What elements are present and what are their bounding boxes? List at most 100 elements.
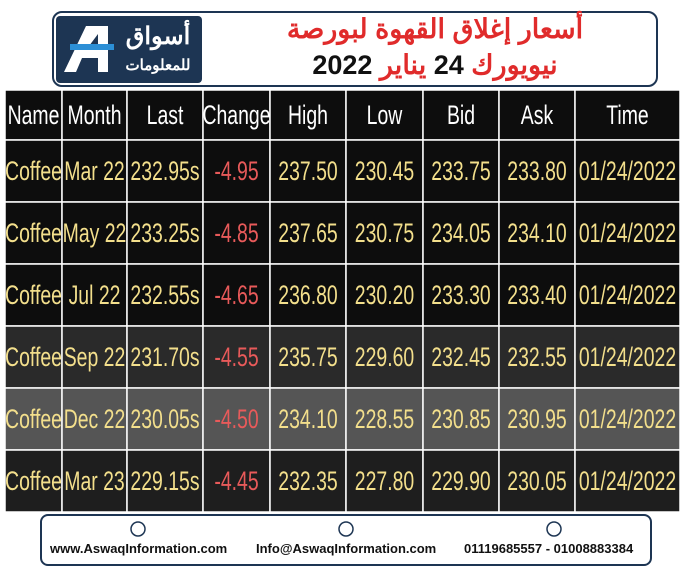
cell-text: -4.50 [214,404,258,434]
cell-text: 233.75 [431,156,490,186]
cell [498,263,576,327]
cell-text: 233.30 [431,280,490,310]
column-header: Ask [521,100,554,130]
cell [269,139,347,203]
cell-text: 230.45 [355,156,414,186]
website: www.AswaqInformation.com [50,541,228,556]
cell-text: 230.85 [431,404,490,434]
cell [422,387,500,451]
cell-text: Coffee [5,466,62,496]
cell-text: 01/24/2022 [579,466,676,496]
logo-line1: أسواق [125,23,191,50]
cell-text: 01/24/2022 [579,156,676,186]
cell-text: 235.75 [278,342,337,372]
cell [574,89,681,141]
cell-text: Mar 23 [64,466,124,496]
cell-text: 230.20 [355,280,414,310]
logo-line2: للمعلومات [125,57,191,74]
cell [269,449,347,512]
cell-text: 236.80 [278,280,337,310]
cell [4,325,63,389]
cell-text: -4.65 [214,280,258,310]
cell [574,387,681,451]
cell-text: 230.95 [507,404,566,434]
cell-text: Coffee [5,280,62,310]
cell [345,325,424,389]
cell-text: 01/24/2022 [579,404,676,434]
cell-text: Coffee [5,404,62,434]
footer-icons [130,521,562,537]
cell [126,325,204,389]
cell-text: 01/24/2022 [579,218,676,248]
title-part: نيويورك [471,50,558,80]
cell-text: Coffee [5,342,62,372]
cell [498,449,576,512]
column-header: Change [202,100,270,130]
phones: 01119685557 - 01008883384 [464,541,634,556]
cell-text: 01/24/2022 [579,280,676,310]
cell-text: 232.55s [130,280,199,310]
cell-text: 232.95s [130,156,199,186]
title-part: 2022 [312,50,373,80]
cell [345,201,424,265]
cell [202,449,271,512]
cell-text: 228.55 [355,404,414,434]
cell-text: May 22 [63,218,127,248]
cell-text: 233.25s [130,218,199,248]
cell-text: 231.70s [130,342,199,372]
cell [126,387,204,451]
title-part: يناير [379,50,427,80]
cell-text: -4.85 [214,218,258,248]
cell-text: -4.55 [214,342,258,372]
cell [345,89,424,141]
cell [4,89,63,141]
footer-box [40,514,652,566]
cell-text: 227.80 [355,466,414,496]
cell-text: 229.15s [130,466,199,496]
cell [269,201,347,265]
column-header: Low [367,100,403,130]
cell [4,449,63,512]
column-header: Name [8,100,60,130]
cell [61,449,128,512]
cell-text: Sep 22 [64,342,126,372]
cell-text: 230.05 [507,466,566,496]
column-header: Month [67,100,121,130]
price-table: Name Month Last Change High Low Bid Ask Time Coff… [4,89,681,512]
logo-icon [64,26,114,72]
title-line2: نيويورك 24 يناير 2022 [230,50,640,81]
cell-text: 237.65 [278,218,337,248]
cell [61,263,128,327]
column-header: High [288,100,328,130]
cell-text: Dec 22 [64,404,126,434]
cell-text: Coffee [5,156,62,186]
cell-text: 233.40 [507,280,566,310]
cell-text: 234.05 [431,218,490,248]
cell [202,89,271,141]
cell [126,201,204,265]
cell [345,139,424,203]
title-line1: أسعار إغلاق القهوة لبورصة [286,14,584,44]
cell-text: Mar 22 [64,156,124,186]
cell [574,449,681,512]
cell [422,449,500,512]
cell-text: Coffee [5,218,62,248]
cell-text: Jul 22 [69,280,121,310]
cell [61,325,128,389]
cell [498,139,576,203]
cell-text: 232.55 [507,342,566,372]
cell-text: -4.95 [214,156,258,186]
cell [422,263,500,327]
cell [4,201,63,265]
cell-text: -4.45 [214,466,258,496]
cell [126,263,204,327]
cell-text: 230.75 [355,218,414,248]
cell [422,325,500,389]
logo: أسواق للمعلومات [56,16,202,83]
title-part: 24 [433,50,464,80]
cell-text: 233.80 [507,156,566,186]
header-box [52,11,658,87]
cell [574,325,681,389]
cell [422,89,500,141]
cell [574,263,681,327]
